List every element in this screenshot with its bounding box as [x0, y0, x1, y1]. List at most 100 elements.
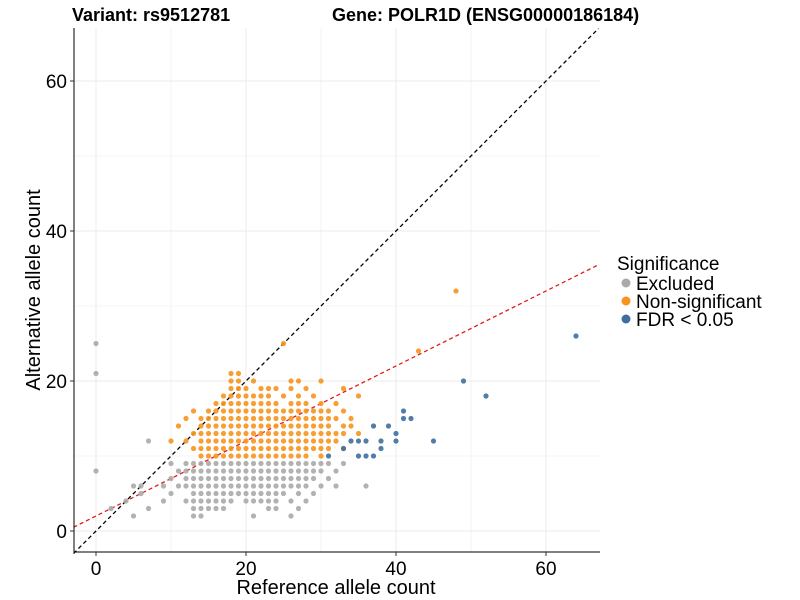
data-point	[325, 453, 332, 459]
data-point	[273, 430, 279, 437]
data-point	[303, 468, 309, 474]
data-point	[303, 430, 309, 437]
data-point	[265, 408, 272, 414]
data-point	[235, 453, 242, 459]
data-point	[340, 408, 347, 414]
data-point	[295, 468, 302, 474]
data-point	[280, 453, 287, 459]
data-point	[453, 288, 459, 294]
data-point	[273, 408, 279, 414]
data-point	[213, 460, 219, 467]
data-point	[220, 415, 227, 422]
data-point	[213, 490, 219, 497]
data-point	[205, 498, 212, 504]
x-tick-label: 40	[385, 559, 406, 580]
data-point	[198, 460, 204, 467]
data-point	[295, 393, 302, 399]
data-point	[393, 430, 399, 437]
data-point	[198, 483, 204, 489]
data-point	[295, 423, 302, 429]
data-point	[250, 445, 257, 452]
data-point	[160, 483, 167, 489]
data-point	[303, 438, 309, 444]
data-point	[145, 505, 152, 512]
data-point	[258, 483, 264, 489]
data-point	[250, 453, 257, 459]
data-point	[190, 445, 197, 452]
data-point	[288, 400, 294, 407]
data-point	[355, 453, 362, 459]
data-point	[198, 453, 204, 459]
data-point	[295, 475, 302, 482]
data-point	[250, 475, 257, 482]
data-point	[198, 513, 204, 519]
data-point	[235, 483, 242, 489]
data-point	[243, 393, 249, 399]
data-point	[265, 393, 272, 399]
data-point	[288, 430, 294, 437]
data-point	[325, 445, 332, 452]
data-point	[303, 483, 309, 489]
data-point	[573, 333, 579, 339]
data-point	[235, 385, 242, 392]
data-point	[288, 468, 294, 474]
data-point	[258, 460, 264, 467]
data-point	[228, 385, 234, 392]
data-point	[213, 445, 219, 452]
data-point	[250, 498, 257, 504]
data-point	[190, 475, 197, 482]
data-point	[228, 423, 234, 429]
data-point	[258, 438, 264, 444]
data-point	[303, 385, 309, 392]
data-point	[318, 415, 324, 422]
data-point	[318, 453, 324, 459]
data-point	[303, 415, 309, 422]
data-point	[235, 370, 242, 377]
data-point	[265, 445, 272, 452]
data-point	[340, 385, 347, 392]
data-point	[228, 475, 234, 482]
legend-title: Significance	[617, 254, 719, 275]
data-point	[138, 490, 144, 497]
data-point	[213, 423, 219, 429]
legend: Significance Excluded Non-significant FD…	[617, 254, 762, 331]
data-point	[258, 385, 264, 392]
data-point	[205, 490, 212, 497]
data-point	[318, 460, 324, 467]
data-point	[273, 505, 279, 512]
legend-swatch-fdr	[621, 314, 631, 324]
data-point	[213, 430, 219, 437]
data-point	[258, 408, 264, 414]
data-point	[235, 475, 242, 482]
data-point	[318, 438, 324, 444]
data-point	[288, 445, 294, 452]
data-point	[198, 468, 204, 474]
data-point	[258, 475, 264, 482]
data-point	[355, 438, 362, 444]
data-point	[280, 393, 287, 399]
data-point	[175, 483, 182, 489]
data-point	[243, 423, 249, 429]
data-point	[310, 460, 317, 467]
data-point	[243, 400, 249, 407]
data-point	[228, 460, 234, 467]
data-point	[130, 513, 137, 519]
data-point	[235, 468, 242, 474]
title-gene: Gene: POLR1D (ENSG00000186184)	[332, 5, 639, 25]
data-point	[295, 453, 302, 459]
data-point	[235, 490, 242, 497]
data-point	[235, 408, 242, 414]
data-point	[370, 453, 377, 459]
data-point	[205, 430, 212, 437]
data-points	[93, 288, 579, 519]
data-point	[325, 438, 332, 444]
y-tick-label: 20	[46, 372, 67, 393]
y-tick-label: 0	[56, 522, 67, 543]
data-point	[228, 393, 234, 399]
data-point	[273, 460, 279, 467]
data-point	[228, 483, 234, 489]
data-point	[205, 468, 212, 474]
data-point	[205, 438, 212, 444]
data-point	[190, 513, 197, 519]
